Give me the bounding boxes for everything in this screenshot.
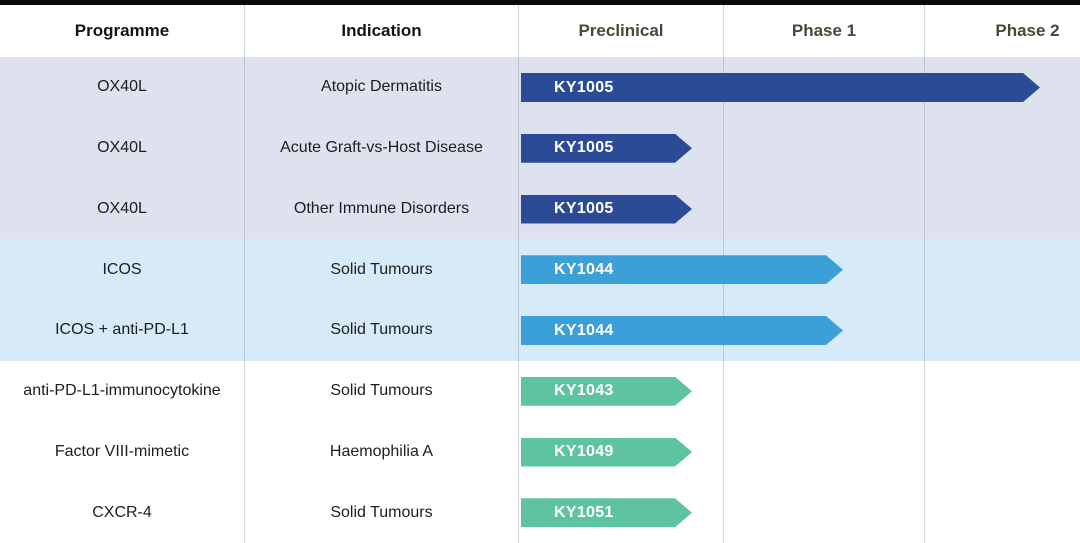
phase2-cell bbox=[925, 482, 1080, 543]
programme-label: OX40L bbox=[97, 78, 147, 96]
phase1-cell bbox=[724, 300, 925, 361]
programme-label: ICOS + anti-PD-L1 bbox=[55, 321, 189, 339]
table-row: OX40L Acute Graft-vs-Host Disease KY1005 bbox=[0, 117, 1080, 179]
pipeline-progress-arrow: KY1044 bbox=[521, 255, 843, 284]
programme-label: Factor VIII-mimetic bbox=[54, 442, 190, 460]
table-row: OX40L Other Immune Disorders KY1005 bbox=[0, 178, 1080, 240]
indication-label: Atopic Dermatitis bbox=[321, 78, 442, 96]
phase2-cell bbox=[925, 422, 1080, 483]
indication-cell: Solid Tumours bbox=[245, 239, 519, 300]
compound-label: KY1051 bbox=[554, 503, 614, 521]
pipeline-progress-arrow: KY1005 bbox=[521, 134, 692, 163]
compound-label: KY1005 bbox=[554, 78, 614, 96]
phase2-cell bbox=[925, 239, 1080, 300]
programme-cell: OX40L bbox=[0, 178, 245, 240]
preclinical-cell bbox=[519, 421, 724, 483]
pipeline-progress-arrow: KY1051 bbox=[521, 498, 692, 527]
column-header-phase2: Phase 2 bbox=[995, 21, 1060, 40]
indication-label: Solid Tumours bbox=[330, 260, 433, 278]
programme-cell: CXCR-4 bbox=[0, 482, 245, 543]
table-body: OX40L Atopic Dermatitis KY1005 OX40L Acu… bbox=[0, 57, 1080, 543]
indication-cell: Other Immune Disorders bbox=[245, 178, 519, 240]
table-row: CXCR-4 Solid Tumours KY1051 bbox=[0, 482, 1080, 543]
table-row: ICOS + anti-PD-L1 Solid Tumours KY1044 bbox=[0, 300, 1080, 361]
table-row: ICOS Solid Tumours KY1044 bbox=[0, 239, 1080, 300]
top-border bbox=[0, 0, 1080, 5]
programme-label: OX40L bbox=[97, 199, 147, 217]
phase1-cell bbox=[724, 117, 925, 179]
programme-label: ICOS bbox=[102, 260, 142, 278]
pipeline-progress-arrow: KY1005 bbox=[521, 195, 692, 224]
compound-label: KY1005 bbox=[554, 139, 614, 157]
phase2-cell bbox=[925, 361, 1080, 422]
indication-cell: Solid Tumours bbox=[245, 360, 519, 422]
programme-label: OX40L bbox=[97, 139, 147, 157]
table-row: Factor VIII-mimetic Haemophilia A KY1049 bbox=[0, 421, 1080, 483]
column-header-programme: Programme bbox=[0, 5, 245, 57]
phase1-cell bbox=[724, 360, 925, 422]
indication-label: Haemophilia A bbox=[329, 442, 434, 460]
indication-cell: Solid Tumours bbox=[245, 300, 519, 361]
indication-cell: Haemophilia A bbox=[245, 421, 519, 483]
compound-label: KY1005 bbox=[554, 200, 614, 217]
pipeline-progress-arrow: KY1049 bbox=[521, 438, 692, 467]
phase1-cell bbox=[724, 178, 925, 240]
compound-label: KY1044 bbox=[554, 260, 614, 278]
phase2-cell bbox=[925, 118, 1080, 179]
programme-label: CXCR-4 bbox=[92, 503, 152, 521]
pipeline-progress-arrow: KY1043 bbox=[521, 377, 692, 406]
header-row: Programme Indication Preclinical Phase 1… bbox=[0, 5, 1080, 57]
indication-cell: Solid Tumours bbox=[245, 482, 519, 543]
programme-cell: ICOS + anti-PD-L1 bbox=[0, 300, 245, 361]
pipeline-progress-arrow: KY1005 bbox=[521, 73, 1040, 102]
indication-label: Solid Tumours bbox=[330, 503, 433, 521]
phase2-cell bbox=[925, 300, 1080, 361]
programme-cell: Factor VIII-mimetic bbox=[0, 421, 245, 483]
table-row: anti-PD-L1-immunocytokine Solid Tumours … bbox=[0, 360, 1080, 422]
indication-cell: Atopic Dermatitis bbox=[245, 57, 519, 118]
compound-label: KY1049 bbox=[554, 443, 614, 460]
compound-label: KY1044 bbox=[554, 321, 614, 339]
indication-label: Solid Tumours bbox=[330, 321, 433, 339]
column-header-indication: Indication bbox=[245, 5, 519, 57]
column-header-preclinical: Preclinical bbox=[519, 5, 724, 57]
preclinical-cell bbox=[519, 117, 724, 179]
preclinical-cell bbox=[519, 482, 724, 543]
table-row: OX40L Atopic Dermatitis KY1005 bbox=[0, 57, 1080, 118]
indication-label: Solid Tumours bbox=[330, 382, 433, 400]
programme-cell: OX40L bbox=[0, 57, 245, 118]
indication-label: Acute Graft-vs-Host Disease bbox=[280, 139, 483, 157]
phase1-cell bbox=[724, 239, 925, 300]
preclinical-cell bbox=[519, 360, 724, 422]
indication-label: Other Immune Disorders bbox=[293, 199, 470, 217]
phase1-cell bbox=[724, 482, 925, 543]
phase2-cell bbox=[925, 179, 1080, 240]
pipeline-progress-arrow: KY1044 bbox=[521, 316, 843, 345]
column-header-phase1: Phase 1 bbox=[724, 5, 925, 57]
programme-cell: OX40L bbox=[0, 117, 245, 179]
preclinical-cell bbox=[519, 178, 724, 240]
programme-cell: ICOS bbox=[0, 239, 245, 300]
compound-label: KY1043 bbox=[554, 382, 614, 400]
programme-cell: anti-PD-L1-immunocytokine bbox=[0, 360, 245, 422]
programme-label: anti-PD-L1-immunocytokine bbox=[23, 382, 221, 400]
indication-cell: Acute Graft-vs-Host Disease bbox=[245, 117, 519, 179]
phase1-cell bbox=[724, 421, 925, 483]
